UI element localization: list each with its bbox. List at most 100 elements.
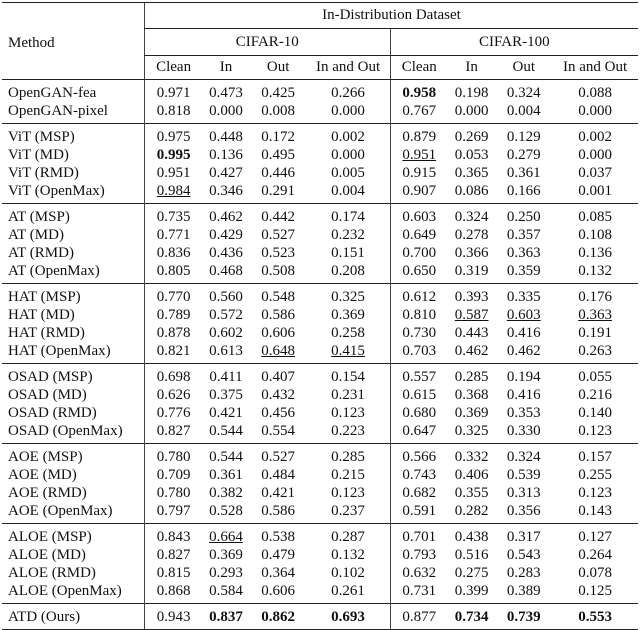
value-cell: 0.364 — [261, 565, 295, 581]
value-cell: 0.975 — [143, 123, 203, 146]
value-cell: 0.258 — [331, 325, 365, 341]
value-cell: 0.793 — [389, 546, 448, 564]
value-cell: 0.951 — [389, 146, 448, 164]
value-cell: 0.000 — [209, 103, 243, 119]
value-cell: 0.709 — [143, 466, 203, 484]
value-cell: 0.915 — [389, 164, 448, 182]
table-row: HAT (MSP) 0.770 0.560 0.548 0.325 0.612 0.393 0… — [2, 283, 638, 306]
table-row: HAT (MD) 0.789 0.572 0.586 0.369 0.810 0.587 0.… — [2, 306, 638, 324]
method-cell: OSAD (MSP) — [2, 363, 145, 386]
value-cell: 0.285 — [447, 363, 496, 386]
value-cell: 0.382 — [209, 485, 243, 501]
value-cell: 0.421 — [209, 405, 243, 421]
value-cell: 0.375 — [209, 387, 243, 403]
table-row: AT (MSP) 0.735 0.462 0.442 0.174 0.603 0.324 0.… — [2, 203, 638, 226]
value-cell: 0.827 — [143, 546, 203, 564]
value-cell: 0.140 — [578, 405, 612, 421]
table-row: AT (OpenMax) 0.805 0.468 0.508 0.208 0.650 0.3… — [2, 262, 638, 284]
table-row: ViT (MSP) 0.975 0.448 0.172 0.002 0.879 0.269 0… — [2, 123, 638, 146]
table-row: HAT (RMD) 0.878 0.602 0.606 0.258 0.730 0.443 0… — [2, 324, 638, 342]
value-cell: 0.266 — [306, 79, 391, 102]
value-cell: 0.448 — [202, 123, 250, 146]
dataset-row: CIFAR-10 CIFAR-100 — [2, 28, 638, 56]
value-cell: 0.572 — [209, 307, 243, 323]
value-cell: 0.151 — [331, 245, 365, 261]
value-cell: 0.324 — [447, 203, 496, 226]
value-cell: 0.538 — [249, 523, 307, 546]
value-cell: 0.603 — [389, 203, 448, 226]
value-cell: 0.810 — [389, 306, 448, 324]
table-row: AT (MD) 0.771 0.429 0.527 0.232 0.649 0.278 0.3… — [2, 226, 638, 244]
value-cell: 0.000 — [331, 147, 365, 163]
value-cell: 0.770 — [143, 283, 203, 306]
value-cell: 0.602 — [209, 325, 243, 341]
table-row: OpenGAN-pixel 0.818 0.000 0.008 0.000 0.767 0.… — [2, 102, 638, 124]
value-cell: 0.584 — [209, 583, 243, 599]
table-row: ALOE (MSP) 0.843 0.664 0.538 0.287 0.701 0.438… — [2, 523, 638, 546]
table-row: OSAD (RMD) 0.776 0.421 0.456 0.123 0.680 0.369… — [2, 404, 638, 422]
method-header: Method — [2, 2, 145, 56]
value-cell: 0.442 — [249, 203, 307, 226]
value-cell: 0.194 — [495, 363, 553, 386]
value-cell: 0.701 — [389, 523, 448, 546]
value-cell: 0.136 — [209, 147, 243, 163]
value-cell: 0.269 — [447, 123, 496, 146]
method-cell: AOE (MSP) — [2, 443, 145, 466]
value-cell: 0.366 — [454, 245, 489, 261]
value-cell: 0.053 — [454, 147, 489, 163]
value-cell: 0.484 — [261, 467, 295, 483]
value-cell: 0.346 — [209, 183, 243, 199]
value-cell: 0.539 — [506, 467, 541, 483]
value-cell: 0.078 — [578, 565, 612, 581]
method-cell: OSAD (OpenMax) — [8, 423, 123, 439]
value-cell: 0.191 — [578, 325, 612, 341]
method-cell: AT (OpenMax) — [8, 263, 100, 279]
value-cell: 0.324 — [495, 443, 553, 466]
method-cell: AT (MSP) — [2, 203, 145, 226]
method-cell: ViT (RMD) — [8, 165, 79, 181]
value-cell: 0.102 — [331, 565, 365, 581]
value-cell: 0.958 — [389, 79, 448, 102]
value-cell: 0.172 — [249, 123, 307, 146]
table-row: AOE (MSP) 0.780 0.544 0.527 0.285 0.566 0.332 0… — [2, 443, 638, 466]
method-cell: ALOE (MD) — [8, 547, 86, 563]
value-cell: 0.282 — [454, 503, 489, 519]
value-cell: 0.462 — [202, 203, 250, 226]
value-cell: 0.548 — [249, 283, 307, 306]
value-cell: 0.143 — [578, 503, 612, 519]
value-cell: 0.324 — [495, 79, 553, 102]
value-cell: 0.479 — [261, 547, 295, 563]
value-cell: 0.125 — [578, 583, 612, 599]
table-row: ALOE (RMD) 0.815 0.293 0.364 0.102 0.632 0.275… — [2, 564, 638, 582]
value-cell: 0.527 — [249, 443, 307, 466]
value-cell: 0.406 — [454, 467, 489, 483]
table-row: ALOE (OpenMax) 0.868 0.584 0.606 0.261 0.731 0… — [2, 582, 638, 604]
dataset-header: CIFAR-100 — [389, 28, 638, 56]
value-cell: 0.123 — [331, 485, 365, 501]
method-cell: OSAD (MD) — [8, 387, 87, 403]
value-cell: 0.368 — [454, 387, 489, 403]
value-cell: 0.357 — [506, 227, 541, 243]
value-cell: 0.613 — [209, 343, 243, 359]
value-cell: 0.566 — [389, 443, 448, 466]
value-cell: 0.462 — [454, 343, 489, 359]
blank — [2, 55, 145, 80]
value-cell: 0.237 — [331, 503, 365, 519]
column-header: Out — [249, 55, 307, 80]
value-cell: 0.438 — [447, 523, 496, 546]
value-cell: 0.325 — [454, 423, 489, 439]
value-cell: 0.879 — [389, 123, 448, 146]
column-header: Clean — [389, 55, 448, 80]
value-cell: 0.287 — [306, 523, 391, 546]
method-cell: AT (RMD) — [8, 245, 74, 261]
value-cell: 0.399 — [454, 583, 489, 599]
value-cell: 0.216 — [578, 387, 612, 403]
value-cell: 0.984 — [143, 182, 203, 204]
value-cell: 0.780 — [143, 443, 203, 466]
value-cell: 0.166 — [506, 183, 541, 199]
value-cell: 0.495 — [261, 147, 295, 163]
value-cell: 0.586 — [261, 503, 295, 519]
column-header: In — [202, 55, 250, 80]
value-cell: 0.369 — [454, 405, 489, 421]
value-cell: 0.123 — [578, 423, 612, 439]
